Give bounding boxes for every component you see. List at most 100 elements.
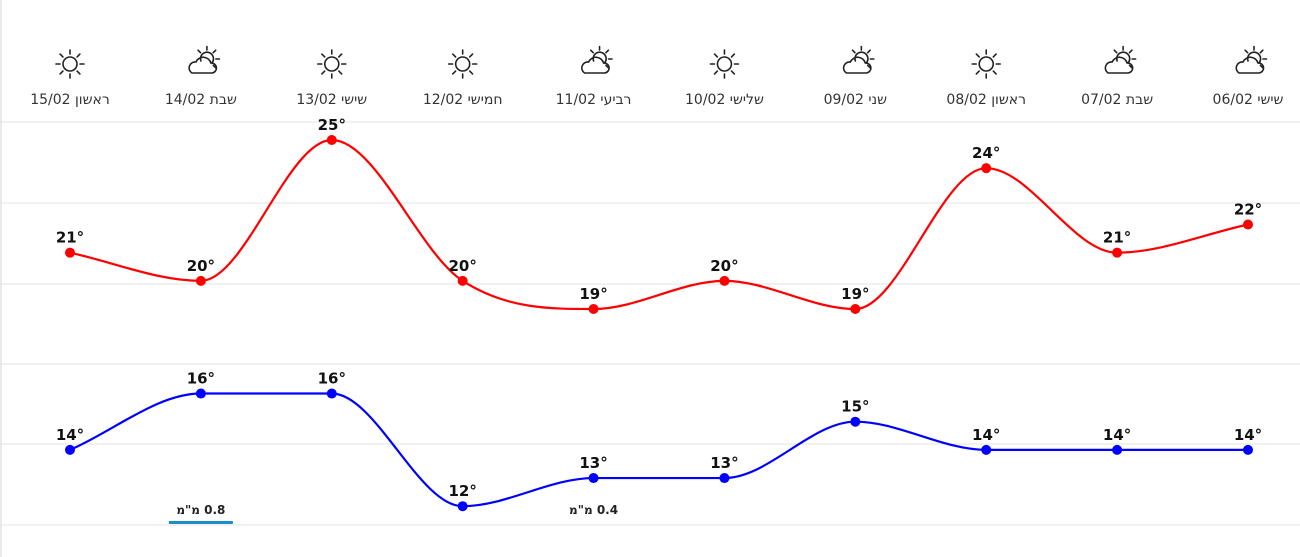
day-label: שבת 14/02 xyxy=(165,92,237,108)
sun-ray xyxy=(59,70,64,75)
precipitation-label: 0.8 מ"מ xyxy=(176,503,225,517)
day-label: חמישי 12/02 xyxy=(423,92,503,108)
day-label: רביעי 11/02 xyxy=(556,92,632,108)
max-temp-point xyxy=(457,275,468,286)
sun-ray xyxy=(992,53,997,58)
max-temp-point xyxy=(981,163,992,174)
min-temp-value-label: 12° xyxy=(448,482,476,500)
sun-icon xyxy=(447,49,478,79)
min-temp-point xyxy=(981,444,992,455)
min-temp-value-label: 14° xyxy=(56,426,84,444)
sun-icon xyxy=(709,49,740,79)
precipitation-bar xyxy=(168,521,233,524)
sun-ray xyxy=(605,49,610,54)
max-temp-point xyxy=(850,304,861,315)
precipitation-label: 0.4 מ"מ xyxy=(569,503,618,517)
max-temp-point xyxy=(195,275,206,286)
max-temp-value-label: 21° xyxy=(56,229,84,247)
sun-disc xyxy=(978,56,995,72)
min-temp-value-label: 14° xyxy=(1103,426,1131,444)
cloud-shape xyxy=(1235,56,1265,74)
sun-ray xyxy=(451,53,457,58)
cloud-shape xyxy=(581,56,610,74)
min-temp-value-label: 16° xyxy=(187,370,215,388)
sun-ray xyxy=(468,70,474,75)
min-temp-point xyxy=(1112,444,1123,455)
min-temp-point xyxy=(195,388,206,399)
sun-ray xyxy=(1113,49,1118,54)
min-temp-value-label: 14° xyxy=(972,426,1000,444)
partly-cloudy-icon xyxy=(1235,45,1268,74)
sun-ray xyxy=(851,49,856,54)
sun-ray xyxy=(451,70,457,75)
max-temp-point xyxy=(1112,247,1123,258)
sun-ray xyxy=(338,53,343,58)
sun-ray xyxy=(730,70,736,75)
max-temp-point xyxy=(588,304,599,315)
sun-disc xyxy=(62,56,78,72)
max-temp-value-label: 20° xyxy=(187,257,215,275)
sun-ray xyxy=(468,53,474,58)
min-temp-value-label: 15° xyxy=(841,398,869,416)
sun-ray xyxy=(1128,64,1133,69)
sun-ray xyxy=(605,64,610,69)
partly-cloudy-icon xyxy=(842,45,875,74)
sun-ray xyxy=(212,64,217,69)
max-temp-point xyxy=(719,275,730,286)
min-temp-point xyxy=(850,416,861,427)
partly-cloudy-icon xyxy=(581,45,613,74)
sun-ray xyxy=(1244,49,1249,54)
partly-cloudy-icon xyxy=(188,45,221,74)
sun-disc xyxy=(323,56,340,72)
sun-ray xyxy=(338,70,343,75)
max-temp-value-label: 25° xyxy=(318,116,346,134)
max-temp-value-label: 24° xyxy=(972,144,1000,162)
sun-ray xyxy=(713,70,719,75)
min-temp-point xyxy=(326,388,337,399)
max-temp-value-label: 20° xyxy=(710,257,738,275)
day-label: ראשון 15/02 xyxy=(30,92,110,108)
min-temp-point xyxy=(1243,444,1253,455)
sun-ray xyxy=(992,70,997,75)
min-temp-value-label: 13° xyxy=(579,454,607,472)
sun-icon xyxy=(55,49,85,79)
min-temp-value-label: 13° xyxy=(710,454,738,472)
sun-ray xyxy=(76,53,81,58)
sun-disc xyxy=(454,56,471,72)
day-label: שישי 06/02 xyxy=(1213,92,1284,108)
sun-disc xyxy=(716,56,733,72)
sun-ray xyxy=(321,53,326,58)
min-temp-point xyxy=(719,473,730,484)
sun-ray xyxy=(730,53,736,58)
max-temp-point xyxy=(326,135,337,145)
min-temp-line xyxy=(69,392,1248,508)
sun-ray xyxy=(975,70,980,75)
cloud-shape xyxy=(842,56,872,74)
sun-ray xyxy=(713,53,719,58)
sun-ray xyxy=(212,49,217,54)
day-label: ראשון 08/02 xyxy=(946,92,1026,108)
sun-ray xyxy=(589,49,594,54)
max-temp-value-label: 19° xyxy=(841,285,869,303)
partly-cloudy-icon xyxy=(1104,45,1137,74)
max-temp-point xyxy=(65,247,75,258)
day-label: שישי 13/02 xyxy=(296,92,367,108)
max-temp-line xyxy=(69,138,1249,311)
day-label: שלישי 10/02 xyxy=(685,92,764,108)
sun-ray xyxy=(59,53,64,58)
sun-ray xyxy=(321,70,326,75)
min-temp-value-label: 16° xyxy=(318,370,346,388)
cloud-shape xyxy=(1104,56,1134,74)
sun-ray xyxy=(197,49,202,54)
max-temp-value-label: 20° xyxy=(448,257,476,275)
cloud-shape xyxy=(188,56,218,74)
max-temp-point xyxy=(1243,219,1253,230)
sun-ray xyxy=(76,70,81,75)
min-temp-point xyxy=(457,501,468,512)
sun-icon xyxy=(971,49,1002,79)
sun-ray xyxy=(1259,49,1264,54)
day-label: שני 09/02 xyxy=(824,92,888,108)
min-temp-value-label: 14° xyxy=(1234,426,1262,444)
max-temp-value-label: 19° xyxy=(579,285,607,303)
